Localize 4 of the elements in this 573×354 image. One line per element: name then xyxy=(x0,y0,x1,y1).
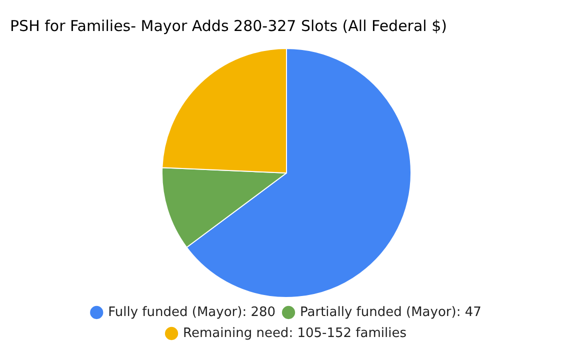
legend-label: Fully funded (Mayor): 280 xyxy=(108,304,276,320)
chart-title: PSH for Families- Mayor Adds 280-327 Slots (All Federal $) xyxy=(10,16,447,35)
legend-label: Partially funded (Mayor): 47 xyxy=(300,304,482,320)
legend-label: Remaining need: 105-152 families xyxy=(183,326,407,341)
